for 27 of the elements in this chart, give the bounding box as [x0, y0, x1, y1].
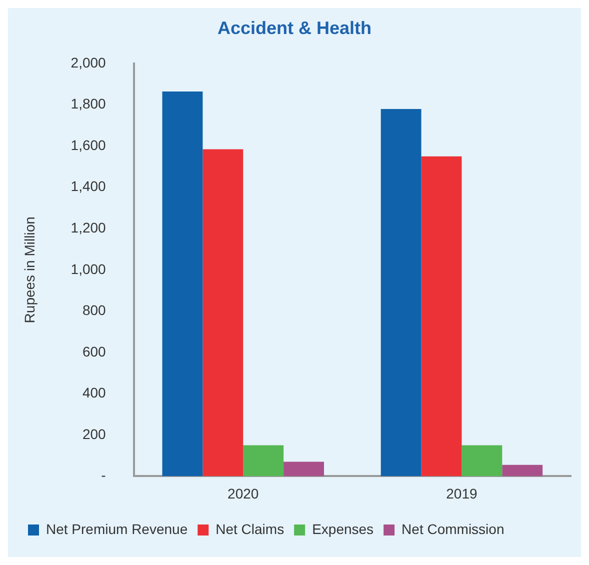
- bar: [202, 149, 244, 476]
- chart-title: Accident & Health: [217, 18, 372, 38]
- y-tick-label: 1,400: [70, 178, 106, 194]
- y-tick-label: 600: [82, 343, 106, 360]
- bar: [380, 108, 422, 476]
- x-tick-label: 2019: [446, 485, 478, 502]
- legend-label: Net Premium Revenue: [46, 520, 188, 537]
- bar: [462, 445, 502, 476]
- y-tick-label: 1,600: [70, 136, 106, 153]
- legend-label: Expenses: [312, 520, 374, 537]
- y-axis-title: Rupees in Million: [21, 216, 38, 324]
- bar: [243, 445, 284, 476]
- y-tick-label: 2,000: [70, 54, 106, 70]
- legend-label: Net Claims: [216, 520, 284, 537]
- y-tick-label: 1,800: [70, 96, 106, 112]
- y-tick-label: 200: [82, 426, 106, 442]
- legend-label: Net Commission: [402, 520, 504, 537]
- bar: [421, 156, 462, 476]
- y-tick-label: -: [101, 467, 106, 484]
- x-tick-label: 2020: [228, 485, 259, 502]
- y-tick-label: 400: [82, 384, 106, 401]
- bar: [284, 462, 324, 476]
- bar: [502, 464, 543, 476]
- y-tick-label: 1,000: [70, 260, 106, 277]
- bar: [162, 91, 203, 476]
- y-tick-label: 800: [82, 302, 106, 318]
- y-tick-label: 1,200: [70, 220, 106, 236]
